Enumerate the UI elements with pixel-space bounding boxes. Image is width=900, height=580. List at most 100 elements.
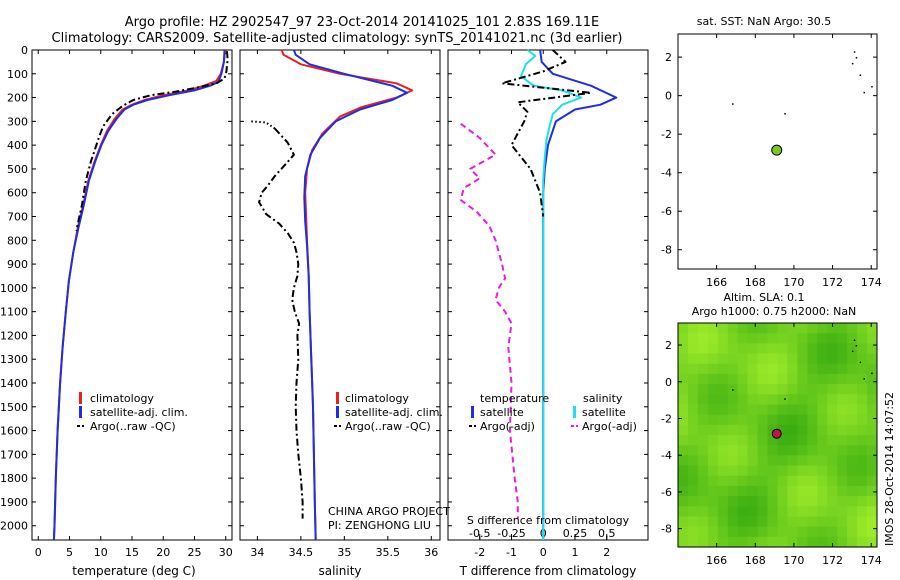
sla-field-cell <box>767 506 778 518</box>
sla-field-cell <box>688 343 699 355</box>
temperature-ytick-label: 1300 <box>0 353 28 366</box>
sla-field-cell <box>857 526 868 538</box>
sla-field-cell <box>727 323 739 334</box>
sla_map-island-speck <box>853 339 856 341</box>
sla-field-cell <box>747 323 759 334</box>
sla-field-cell <box>777 475 788 487</box>
sla-field-cell <box>707 384 719 395</box>
sla-field-cell <box>827 414 838 426</box>
sla-field-cell <box>777 445 788 456</box>
sla-field-cell <box>727 333 739 344</box>
sla-field-cell <box>737 424 749 436</box>
sla-field-cell <box>797 373 808 385</box>
sst_map-xtick-label: 174 <box>861 276 882 289</box>
sla-field-cell <box>847 394 858 406</box>
sla-field-cell <box>757 445 769 456</box>
sla-field-cell <box>747 353 759 365</box>
sla-field-cell <box>807 445 818 456</box>
difference-panel: -2 -1 0 1 2-0.5 -0.25 0 0.25 0.5 T difference fr… <box>447 49 649 578</box>
sla-field-cell <box>678 506 689 518</box>
sla-field-cell <box>837 506 848 518</box>
sst_map-island-speck <box>853 51 856 53</box>
sla-field-cell <box>817 424 828 436</box>
sla-field-cell <box>867 526 878 538</box>
sla-field-cell <box>777 353 788 365</box>
sla-field-cell <box>857 363 868 375</box>
sla-field-cell <box>678 526 689 538</box>
salinity-series-argo_raw <box>251 120 276 130</box>
sla-field-cell <box>717 536 729 548</box>
temperature-ytick-label: 500 <box>7 163 28 176</box>
temperature-ytick-label: 1000 <box>0 282 28 295</box>
sla-field-cell <box>678 343 689 355</box>
temperature-ytick-label: 1200 <box>0 329 28 342</box>
sla-field-cell <box>857 516 868 528</box>
salinity-plot-frame <box>239 49 441 541</box>
sla-field-cell <box>688 485 699 497</box>
sst-map-panel: sat. SST: NaN Argo: 30.5 166 168 170 172 174… <box>661 15 882 289</box>
temperature-ytick-label: 1700 <box>0 448 28 461</box>
sla-field-cell <box>827 455 838 467</box>
sla-field-cell <box>707 455 719 467</box>
sla-field-cell <box>807 404 818 416</box>
sla-field-cell <box>777 506 788 518</box>
salinity-xtick-label: 34.5 <box>289 546 314 559</box>
sla-field-cell <box>757 496 769 507</box>
sla-field-cell <box>777 424 788 436</box>
sla-field-cell <box>688 435 699 446</box>
sla-field-cell <box>867 343 878 355</box>
sla-field-cell <box>787 363 798 375</box>
sla-field-cell <box>777 394 788 406</box>
sla-field-cell <box>688 526 699 538</box>
sla-field-cell <box>787 475 798 487</box>
temperature-xtick-label: 5 <box>66 546 73 559</box>
sla-field-cell <box>787 353 798 365</box>
sla-map-panel: Altim. SLA: 0.1 Argo h1000: 0.75 h2000: … <box>661 291 896 567</box>
sla-field-cell <box>817 485 828 497</box>
sla-field-cell <box>707 414 719 426</box>
sla-field-cell <box>797 353 808 365</box>
sla-field-cell <box>867 414 878 426</box>
salinity-plot: 34 34.5 35 35.5 36 <box>240 49 440 559</box>
sla-field-cell <box>727 363 739 375</box>
sla-field-cell <box>847 384 858 395</box>
sst-map-plot: 166 168 170 172 174 2 0 -2 -4 -6 -8 <box>661 34 882 289</box>
sla-field-cell <box>767 526 778 538</box>
sla-field-cell <box>767 353 778 365</box>
sla-map-title-line1: Altim. SLA: 0.1 <box>723 291 804 304</box>
sla-field-cell <box>777 384 788 395</box>
temperature-ytick-label: 0 <box>21 44 28 57</box>
sst_map-island-speck <box>851 62 854 65</box>
sla-field-cell <box>757 384 769 395</box>
sla-field-cell <box>697 506 709 518</box>
sst_map-xtick-label: 172 <box>822 276 843 289</box>
sla-field-cell <box>678 414 689 426</box>
sla-field-cell <box>678 373 689 385</box>
temperature-ytick-label: 1900 <box>0 496 28 509</box>
sla-field-cell <box>797 526 808 538</box>
sla-field-cell <box>737 516 749 528</box>
sla-field-cell <box>678 475 689 487</box>
sla-field-cell <box>837 536 848 548</box>
sla-field-cell <box>777 333 788 344</box>
sla-field-cell <box>847 435 858 446</box>
sla-field-cell <box>807 496 818 507</box>
sla-field-cell <box>787 424 798 436</box>
sla-field-cell <box>757 465 769 477</box>
sla-field-cell <box>717 353 729 365</box>
sla-field-cell <box>817 536 828 548</box>
sla-field-cell <box>857 455 868 467</box>
salinity-legend-climatology: climatology <box>345 392 409 405</box>
sla-field-cell <box>787 323 798 334</box>
difference-plot: -2 -1 0 1 2-0.5 -0.25 0 0.25 0.5 <box>448 49 648 559</box>
sla-field-cell <box>737 496 749 507</box>
sla-field-cell <box>757 506 769 518</box>
sla-field-cell <box>847 414 858 426</box>
sla-field-cell <box>747 424 759 436</box>
sla-field-cell <box>737 343 749 355</box>
difference-top-xtick-label: 0.25 <box>563 527 588 540</box>
sla-field-cell <box>807 526 818 538</box>
difference-legend-header-salinity: salinity <box>583 392 623 405</box>
sla-field-cell <box>717 526 729 538</box>
sst_map-xtick-label: 170 <box>783 276 804 289</box>
